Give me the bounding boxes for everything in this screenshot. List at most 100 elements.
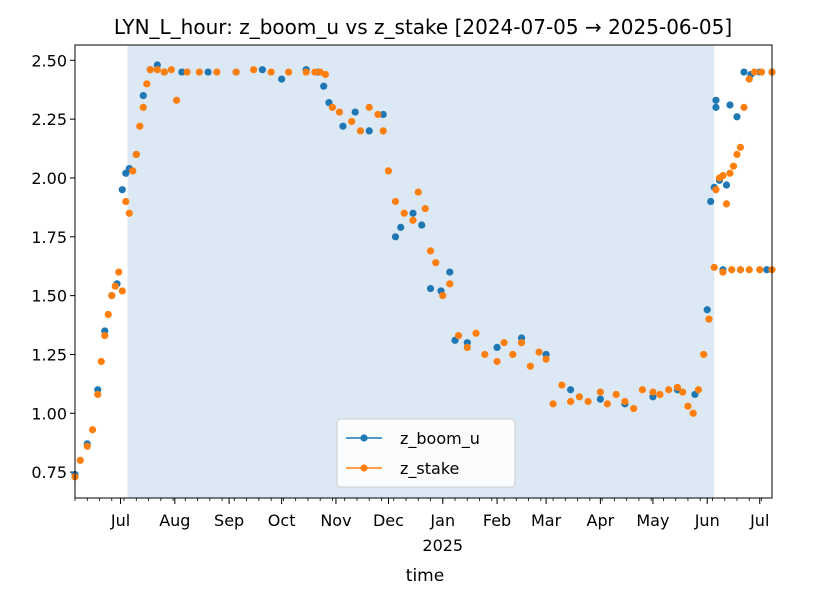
data-point <box>481 350 489 359</box>
plot-frame <box>74 44 773 499</box>
data-point <box>728 266 736 274</box>
x-tick-label: Jun <box>694 511 720 530</box>
data-point <box>567 397 575 406</box>
data-point <box>101 332 109 340</box>
data-point <box>97 357 105 366</box>
data-point <box>679 388 687 396</box>
chart-title: LYN_L_hour: z_boom_u vs z_stake [2024-07… <box>114 15 732 39</box>
data-point <box>418 221 426 229</box>
data-point <box>763 266 771 274</box>
legend-marker <box>360 434 368 442</box>
data-point <box>167 66 175 74</box>
data-point <box>705 315 713 323</box>
data-point <box>118 186 126 194</box>
data-point <box>567 386 575 394</box>
legend-label: z_stake <box>400 459 459 479</box>
data-point <box>118 287 126 295</box>
data-point <box>621 397 629 406</box>
data-point <box>454 332 463 340</box>
data-point <box>719 172 727 180</box>
data-point <box>432 259 440 267</box>
data-point <box>321 70 330 79</box>
data-point <box>356 127 365 135</box>
data-point <box>136 122 144 130</box>
data-point <box>689 409 697 417</box>
data-point <box>414 188 422 196</box>
data-point <box>500 339 508 347</box>
x-tick-label: Apr <box>587 511 615 530</box>
data-point <box>712 186 720 194</box>
data-point <box>379 110 387 119</box>
data-point <box>446 268 454 276</box>
data-point <box>596 388 604 396</box>
data-point <box>115 268 123 276</box>
data-point <box>125 209 133 217</box>
x-axis: Jul Aug Sep Oct Nov Dec Jan 2025 Feb Mar Apr May Jun… <box>74 498 769 555</box>
y-tick-label: 1.00 <box>31 404 67 423</box>
data-point <box>719 268 727 276</box>
data-point <box>178 68 186 76</box>
data-point <box>139 103 147 111</box>
data-point <box>493 343 501 351</box>
data-point <box>446 280 454 288</box>
y-tick-label: 1.75 <box>31 228 67 247</box>
data-point <box>160 68 168 76</box>
data-point <box>630 404 638 413</box>
data-point <box>108 292 116 300</box>
data-point <box>535 348 543 356</box>
data-point <box>722 181 731 189</box>
data-point <box>710 263 718 271</box>
data-point <box>88 426 97 434</box>
data-point <box>596 395 604 403</box>
data-point <box>421 204 429 213</box>
data-point <box>365 127 373 135</box>
data-point <box>351 108 359 116</box>
y-tick-label: 1.25 <box>31 345 67 364</box>
legend-marker <box>360 464 368 472</box>
data-point <box>195 68 203 76</box>
x-tick-label: Jul <box>110 511 130 530</box>
y-axis: 0.75 1.00 1.25 1.50 1.75 2.00 2.25 2.50 <box>31 51 75 482</box>
legend-box <box>336 418 516 488</box>
legend-label: z_boom_u <box>400 429 480 449</box>
x-tick-label: Aug <box>159 511 190 530</box>
data-point <box>258 66 266 74</box>
data-point <box>656 390 664 399</box>
data-point <box>700 350 708 359</box>
data-point <box>409 209 417 217</box>
data-point <box>745 266 753 274</box>
data-point <box>384 167 393 175</box>
data-point <box>712 96 720 104</box>
series-z-stake <box>71 66 776 481</box>
data-point <box>83 442 91 450</box>
data-point <box>745 75 753 83</box>
x-tick-label: Nov <box>320 511 351 530</box>
data-point <box>740 68 748 76</box>
x-tick-label: Feb <box>483 511 511 530</box>
data-point <box>733 113 741 121</box>
data-point <box>603 400 611 408</box>
data-point <box>94 390 102 399</box>
data-point <box>707 197 715 206</box>
data-point <box>722 200 731 208</box>
data-point <box>426 284 435 293</box>
x-tick-label: Jan <box>429 511 455 530</box>
data-point <box>726 101 734 109</box>
data-point <box>426 247 435 255</box>
data-point <box>320 82 328 90</box>
data-point <box>76 456 84 464</box>
legend: z_boom_u z_stake <box>336 418 516 488</box>
data-point <box>729 162 738 170</box>
data-point <box>183 68 191 76</box>
data-point <box>638 386 647 394</box>
data-point <box>328 103 337 111</box>
data-point <box>750 68 759 76</box>
data-point <box>204 68 212 76</box>
x-tick-label: Oct <box>268 511 296 530</box>
data-point <box>339 122 347 130</box>
data-point <box>302 68 310 76</box>
data-point <box>391 197 400 206</box>
data-point <box>463 343 471 351</box>
data-point <box>575 393 583 401</box>
